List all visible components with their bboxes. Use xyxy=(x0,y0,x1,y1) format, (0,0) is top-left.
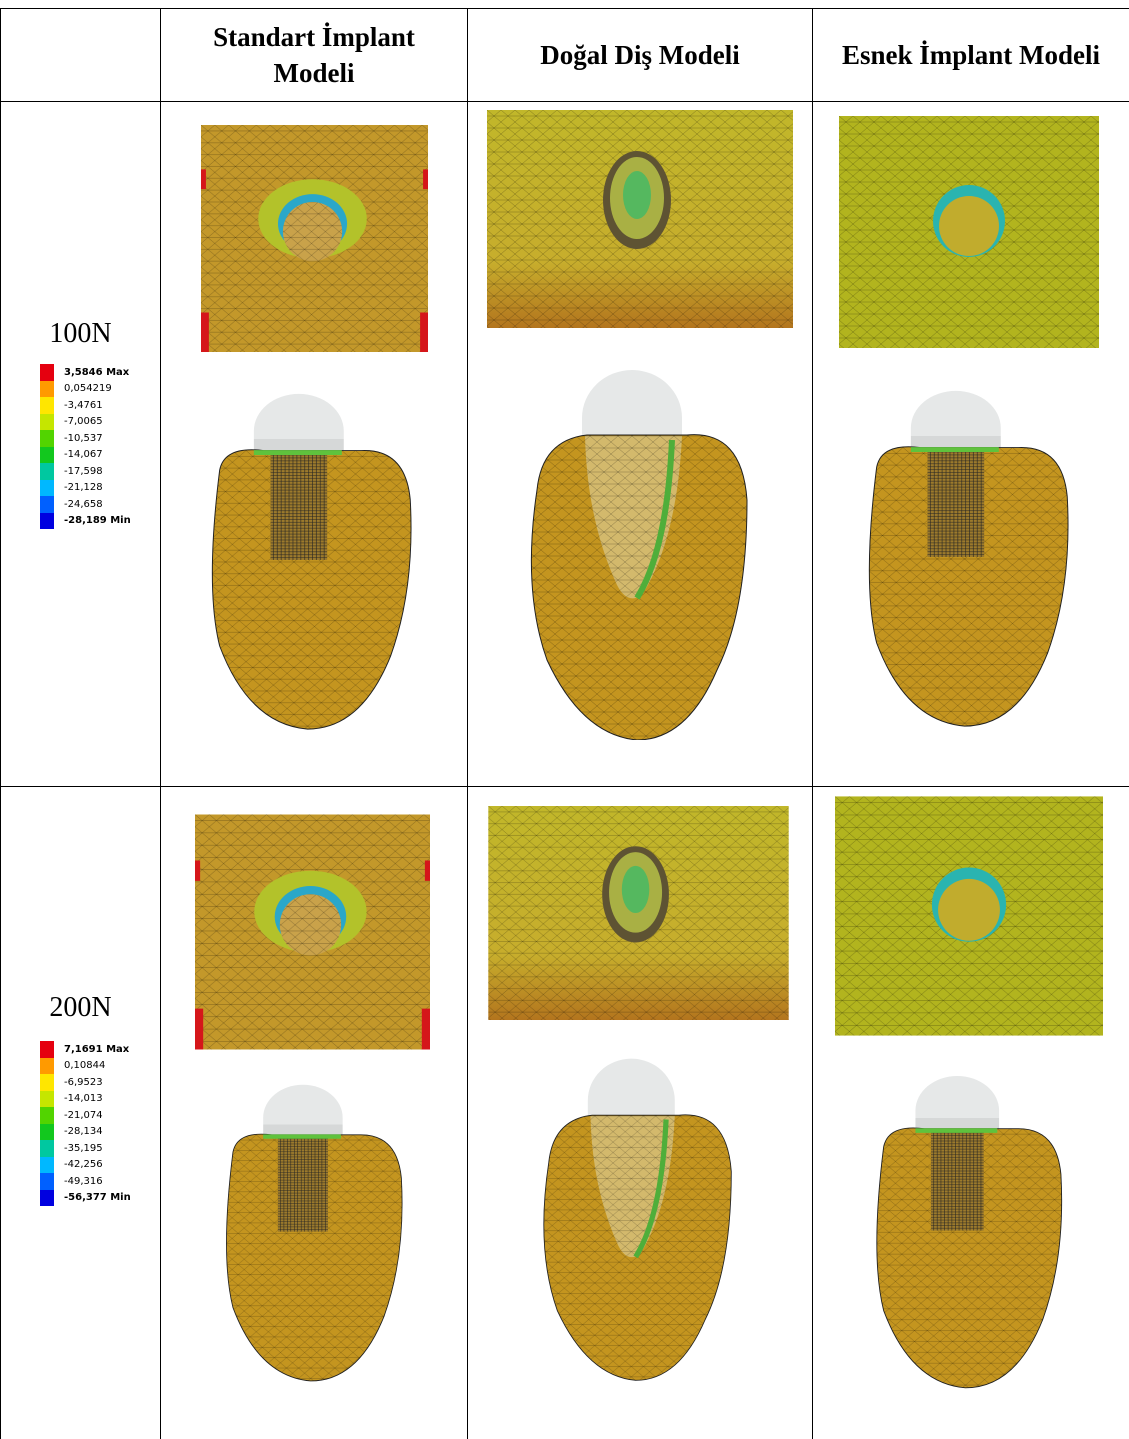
fea-images xyxy=(0,0,1129,1439)
page: Standart İmplant Modeli Doğal Diş Modeli… xyxy=(0,0,1129,1439)
